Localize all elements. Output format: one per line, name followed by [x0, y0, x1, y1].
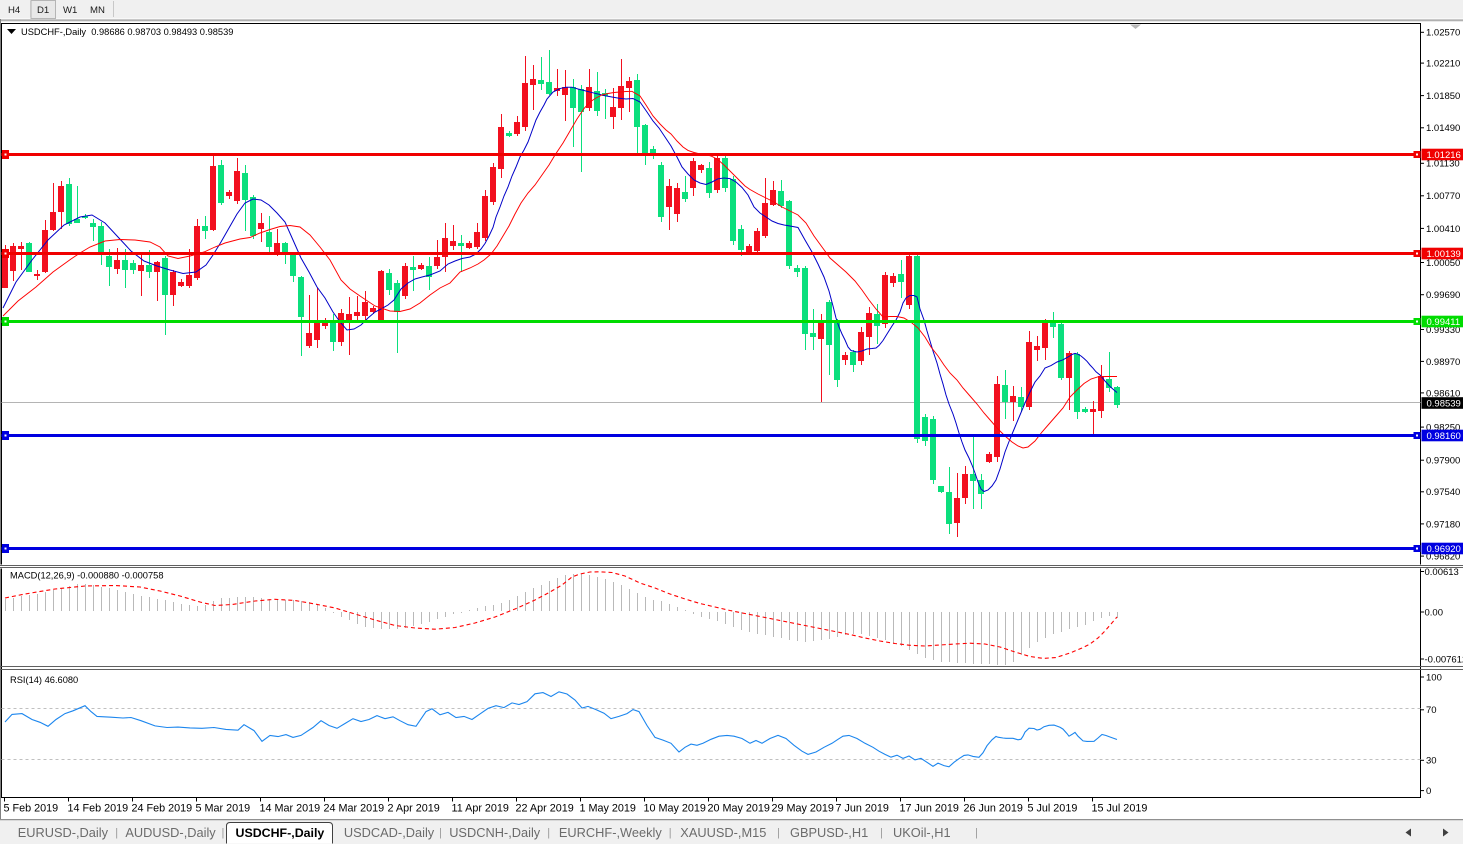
svg-text:0.98160: 0.98160 [1427, 431, 1461, 442]
svg-text:30: 30 [1426, 756, 1437, 767]
svg-text:7 Jun 2019: 7 Jun 2019 [836, 803, 889, 815]
svg-text:|: | [115, 827, 118, 839]
svg-text:0.97900: 0.97900 [1426, 456, 1460, 467]
svg-text:|: | [777, 827, 780, 839]
svg-text:0.96820: 0.96820 [1426, 552, 1460, 563]
svg-text:0.98539: 0.98539 [1427, 399, 1461, 410]
svg-text:|: | [439, 827, 442, 839]
svg-text:|: | [547, 827, 550, 839]
svg-text:1.00770: 1.00770 [1426, 191, 1460, 202]
svg-text:USDCHF-,Daily 0.98686 0.98703: USDCHF-,Daily 0.98686 0.98703 0.98493 0.… [21, 27, 233, 37]
svg-text:1.01850: 1.01850 [1426, 91, 1460, 102]
svg-text:1.00050: 1.00050 [1426, 258, 1460, 269]
svg-text:1.02210: 1.02210 [1426, 59, 1460, 70]
svg-text:29 May 2019: 29 May 2019 [772, 803, 834, 815]
svg-text:1.02570: 1.02570 [1426, 28, 1460, 39]
svg-text:24 Feb 2019: 24 Feb 2019 [132, 803, 193, 815]
svg-text:26 Jun 2019: 26 Jun 2019 [964, 803, 1023, 815]
svg-text:20 May 2019: 20 May 2019 [708, 803, 770, 815]
svg-text:W1: W1 [63, 5, 77, 16]
svg-text:22 Apr 2019: 22 Apr 2019 [516, 803, 574, 815]
svg-text:5 Mar 2019: 5 Mar 2019 [196, 803, 251, 815]
svg-text:|: | [880, 827, 883, 839]
svg-text:1 May 2019: 1 May 2019 [580, 803, 636, 815]
svg-text:14 Mar 2019: 14 Mar 2019 [260, 803, 321, 815]
svg-text:RSI(14) 46.6080: RSI(14) 46.6080 [10, 675, 78, 685]
svg-text:10 May 2019: 10 May 2019 [644, 803, 706, 815]
svg-text:0.98250: 0.98250 [1426, 423, 1460, 434]
svg-text:5 Feb 2019: 5 Feb 2019 [4, 803, 59, 815]
svg-text:MACD(12,26,9) -0.000880 -0.000: MACD(12,26,9) -0.000880 -0.000758 [10, 571, 164, 581]
svg-text:11 Apr 2019: 11 Apr 2019 [452, 803, 509, 815]
svg-text:-0.0076123: -0.0076123 [1425, 654, 1463, 665]
svg-text:USDCNH-,Daily: USDCNH-,Daily [449, 825, 541, 840]
svg-text:H4: H4 [8, 5, 21, 16]
svg-text:EURCHF-,Weekly: EURCHF-,Weekly [559, 825, 662, 840]
svg-text:0.00613: 0.00613 [1425, 567, 1459, 578]
svg-text:1.00139: 1.00139 [1427, 249, 1461, 260]
svg-text:0.99330: 0.99330 [1426, 325, 1460, 336]
svg-text:EURUSD-,Daily: EURUSD-,Daily [18, 825, 109, 840]
svg-text:0.97540: 0.97540 [1426, 487, 1460, 498]
svg-text:0.99411: 0.99411 [1427, 317, 1461, 328]
svg-text:0.97180: 0.97180 [1426, 519, 1460, 530]
svg-text:|: | [222, 827, 225, 839]
svg-text:AUDUSD-,Daily: AUDUSD-,Daily [125, 825, 216, 840]
svg-text:UKOil-,H1: UKOil-,H1 [893, 825, 951, 840]
svg-text:5 Jul 2019: 5 Jul 2019 [1028, 803, 1078, 815]
svg-text:24 Mar 2019: 24 Mar 2019 [324, 803, 385, 815]
svg-text:0.98610: 0.98610 [1426, 388, 1460, 399]
svg-text:USDCHF-,Daily: USDCHF-,Daily [236, 826, 325, 840]
svg-text:XAUUSD-,M15: XAUUSD-,M15 [680, 825, 766, 840]
svg-text:14 Feb 2019: 14 Feb 2019 [68, 803, 129, 815]
svg-text:D1: D1 [37, 5, 49, 16]
svg-text:1.01130: 1.01130 [1426, 159, 1460, 170]
svg-text:USDCAD-,Daily: USDCAD-,Daily [344, 825, 435, 840]
svg-text:0: 0 [1426, 786, 1431, 797]
svg-text:2 Apr 2019: 2 Apr 2019 [388, 803, 440, 815]
svg-text:1.01216: 1.01216 [1427, 150, 1461, 161]
svg-text:15 Jul 2019: 15 Jul 2019 [1092, 803, 1148, 815]
svg-text:|: | [669, 827, 672, 839]
svg-text:|: | [975, 827, 978, 839]
svg-text:0.98970: 0.98970 [1426, 357, 1460, 368]
svg-text:0.00: 0.00 [1425, 607, 1444, 618]
svg-text:100: 100 [1426, 672, 1442, 683]
svg-text:GBPUSD-,H1: GBPUSD-,H1 [790, 825, 868, 840]
svg-text:17 Jun 2019: 17 Jun 2019 [900, 803, 959, 815]
svg-text:0.99690: 0.99690 [1426, 290, 1460, 301]
svg-text:0.96920: 0.96920 [1427, 544, 1461, 555]
svg-text:70: 70 [1426, 705, 1437, 716]
svg-text:1.01490: 1.01490 [1426, 123, 1460, 134]
svg-text:MN: MN [90, 5, 105, 16]
svg-text:1.00410: 1.00410 [1426, 224, 1460, 235]
